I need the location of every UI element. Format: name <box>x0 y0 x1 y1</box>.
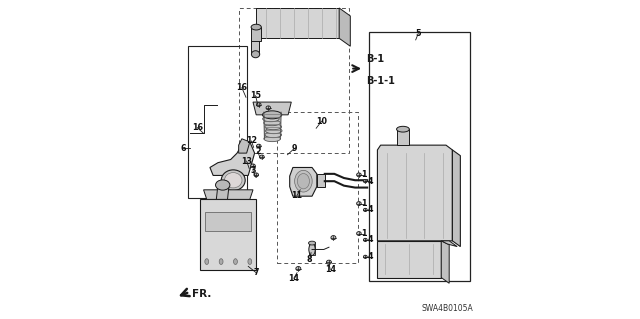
Bar <box>239 8 349 153</box>
Ellipse shape <box>260 155 264 159</box>
Ellipse shape <box>266 106 271 110</box>
Text: 4: 4 <box>367 205 373 214</box>
Ellipse shape <box>225 173 242 188</box>
Ellipse shape <box>364 208 367 211</box>
Text: 8: 8 <box>307 255 312 263</box>
Ellipse shape <box>266 128 282 134</box>
Ellipse shape <box>364 180 367 183</box>
Ellipse shape <box>264 120 280 126</box>
Ellipse shape <box>298 174 310 189</box>
Polygon shape <box>239 139 250 153</box>
Ellipse shape <box>251 24 261 30</box>
Text: 10: 10 <box>316 117 327 126</box>
Bar <box>188 46 246 198</box>
Text: 9: 9 <box>292 144 297 153</box>
Text: 13: 13 <box>241 157 252 166</box>
Bar <box>378 241 441 278</box>
Text: B-1-1: B-1-1 <box>366 76 395 86</box>
Text: SWA4B0105A: SWA4B0105A <box>421 304 473 313</box>
Polygon shape <box>290 167 317 196</box>
Text: 3: 3 <box>250 166 256 175</box>
Ellipse shape <box>234 259 237 264</box>
Ellipse shape <box>397 126 410 132</box>
Text: 14: 14 <box>324 265 336 274</box>
Ellipse shape <box>356 232 361 235</box>
Polygon shape <box>317 174 324 187</box>
Text: 1: 1 <box>361 199 367 208</box>
Ellipse shape <box>309 243 316 256</box>
Ellipse shape <box>364 238 367 241</box>
Ellipse shape <box>205 259 209 264</box>
Text: 1: 1 <box>361 229 367 238</box>
Polygon shape <box>452 150 460 247</box>
Text: 6: 6 <box>180 144 186 153</box>
Ellipse shape <box>331 235 336 240</box>
Ellipse shape <box>294 170 312 192</box>
Polygon shape <box>441 241 457 247</box>
Text: 12: 12 <box>246 137 257 145</box>
Ellipse shape <box>219 259 223 264</box>
Ellipse shape <box>262 116 279 122</box>
Text: B-1: B-1 <box>366 54 385 64</box>
Text: 1: 1 <box>361 170 367 179</box>
Ellipse shape <box>356 173 361 177</box>
Ellipse shape <box>257 144 261 148</box>
Text: 11: 11 <box>292 191 303 200</box>
Text: 4: 4 <box>367 252 373 261</box>
Text: FR.: FR. <box>192 289 211 299</box>
Ellipse shape <box>308 241 316 245</box>
Ellipse shape <box>248 259 252 264</box>
Ellipse shape <box>356 202 361 205</box>
Text: 4: 4 <box>367 235 373 244</box>
Ellipse shape <box>221 170 245 191</box>
Polygon shape <box>252 38 259 54</box>
Polygon shape <box>256 8 339 38</box>
Bar <box>200 199 256 270</box>
Ellipse shape <box>326 260 332 264</box>
Polygon shape <box>210 142 255 175</box>
Text: 16: 16 <box>192 123 203 132</box>
Text: 15: 15 <box>250 91 261 100</box>
Bar <box>369 32 470 281</box>
Ellipse shape <box>265 124 282 130</box>
Ellipse shape <box>296 267 301 271</box>
Polygon shape <box>378 145 452 241</box>
Text: 14: 14 <box>289 274 300 283</box>
Polygon shape <box>216 185 229 199</box>
Text: 7: 7 <box>253 268 259 277</box>
Ellipse shape <box>216 180 230 190</box>
Ellipse shape <box>264 136 280 142</box>
Bar <box>309 242 316 255</box>
Polygon shape <box>441 241 449 283</box>
Bar <box>277 112 358 263</box>
Ellipse shape <box>257 103 261 107</box>
Ellipse shape <box>254 173 259 177</box>
Text: 16: 16 <box>236 83 247 92</box>
Ellipse shape <box>262 111 282 119</box>
Polygon shape <box>253 102 291 115</box>
Polygon shape <box>339 8 350 46</box>
Ellipse shape <box>265 132 282 138</box>
Text: 2: 2 <box>255 147 260 156</box>
Polygon shape <box>204 190 253 199</box>
Text: 4: 4 <box>367 177 373 186</box>
Polygon shape <box>264 112 281 139</box>
Bar <box>205 212 252 231</box>
Ellipse shape <box>262 112 279 118</box>
Polygon shape <box>397 129 410 145</box>
Text: 5: 5 <box>415 29 421 38</box>
Ellipse shape <box>252 51 260 58</box>
Ellipse shape <box>251 164 255 168</box>
Polygon shape <box>252 27 261 41</box>
Ellipse shape <box>364 255 367 258</box>
